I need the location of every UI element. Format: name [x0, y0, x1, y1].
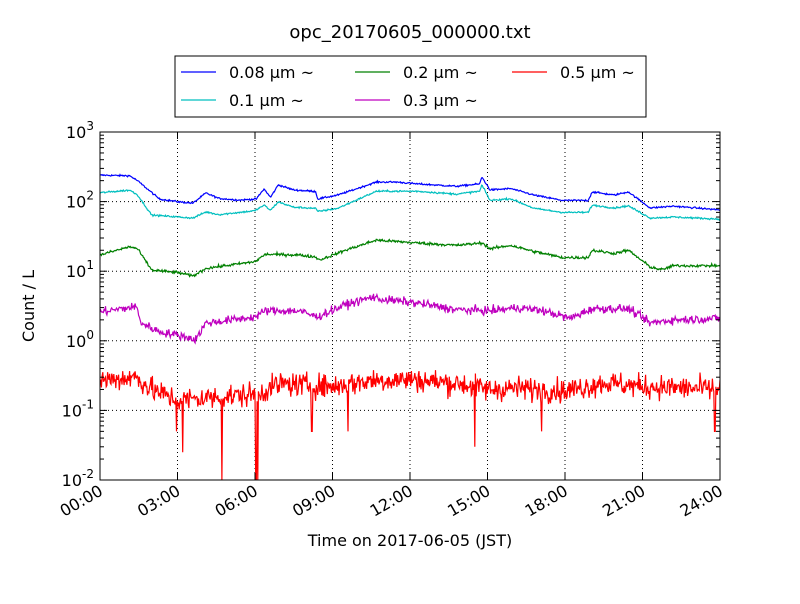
- y-tick-exponent: 2: [86, 189, 94, 203]
- y-tick-label: 101: [66, 258, 94, 281]
- y-tick-label: 10-2: [62, 467, 94, 490]
- y-tick-base: 10: [62, 401, 82, 420]
- y-tick-label: 100: [66, 328, 94, 351]
- legend-label: 0.08 μm ~: [229, 63, 314, 82]
- plot-frame: [99, 131, 721, 481]
- x-tick-label: 06:00: [212, 481, 261, 521]
- series-line-1: [100, 184, 720, 221]
- x-tick-label: 15:00: [444, 481, 493, 521]
- legend: 0.08 μm ~ 0.1 μm ~ 0.2 μm ~ 0.3 μm ~ 0.5 μm …: [174, 55, 647, 118]
- y-tick-base: 10: [66, 193, 86, 212]
- y-tick-base: 10: [66, 332, 86, 351]
- x-tick-label: 24:00: [677, 481, 726, 521]
- x-tick-label: 18:00: [522, 481, 571, 521]
- y-tick-label: 103: [66, 119, 94, 142]
- x-axis-label: Time on 2017-06-05 (JST): [307, 531, 512, 550]
- series-lines: [100, 173, 720, 480]
- x-tick-label: 03:00: [134, 481, 183, 521]
- x-tick-label: 09:00: [289, 481, 338, 521]
- y-tick-label: 10-1: [62, 397, 94, 420]
- y-tick-exponent: 1: [86, 258, 94, 272]
- series-line-0: [100, 173, 720, 211]
- y-tick-exponent: 3: [86, 119, 94, 133]
- x-tick-label: 21:00: [599, 481, 648, 521]
- legend-box: [174, 55, 647, 118]
- series-line-4: [100, 370, 720, 480]
- y-tick-base: 10: [62, 471, 82, 490]
- y-tick-label: 102: [66, 189, 94, 212]
- legend-label: 0.3 μm ~: [403, 91, 478, 110]
- x-tick-labels: 00:00 03:00 06:00 09:00 12:00 15:00 18:00 21:00…: [57, 481, 726, 521]
- y-tick-exponent: -2: [82, 467, 94, 481]
- x-tick-label: 12:00: [367, 481, 416, 521]
- grid: [100, 132, 720, 480]
- series-line-3: [100, 292, 720, 345]
- y-tick-base: 10: [66, 262, 86, 281]
- legend-label: 0.2 μm ~: [403, 63, 478, 82]
- y-tick-exponent: -1: [82, 397, 94, 411]
- y-tick-exponent: 0: [86, 328, 94, 342]
- legend-label: 0.5 μm ~: [560, 63, 635, 82]
- y-tick-base: 10: [66, 123, 86, 142]
- y-axis-label: Count / L: [19, 270, 38, 342]
- legend-label: 0.1 μm ~: [229, 91, 304, 110]
- chart-title: opc_20170605_000000.txt: [289, 22, 530, 43]
- series-line-2: [100, 238, 720, 278]
